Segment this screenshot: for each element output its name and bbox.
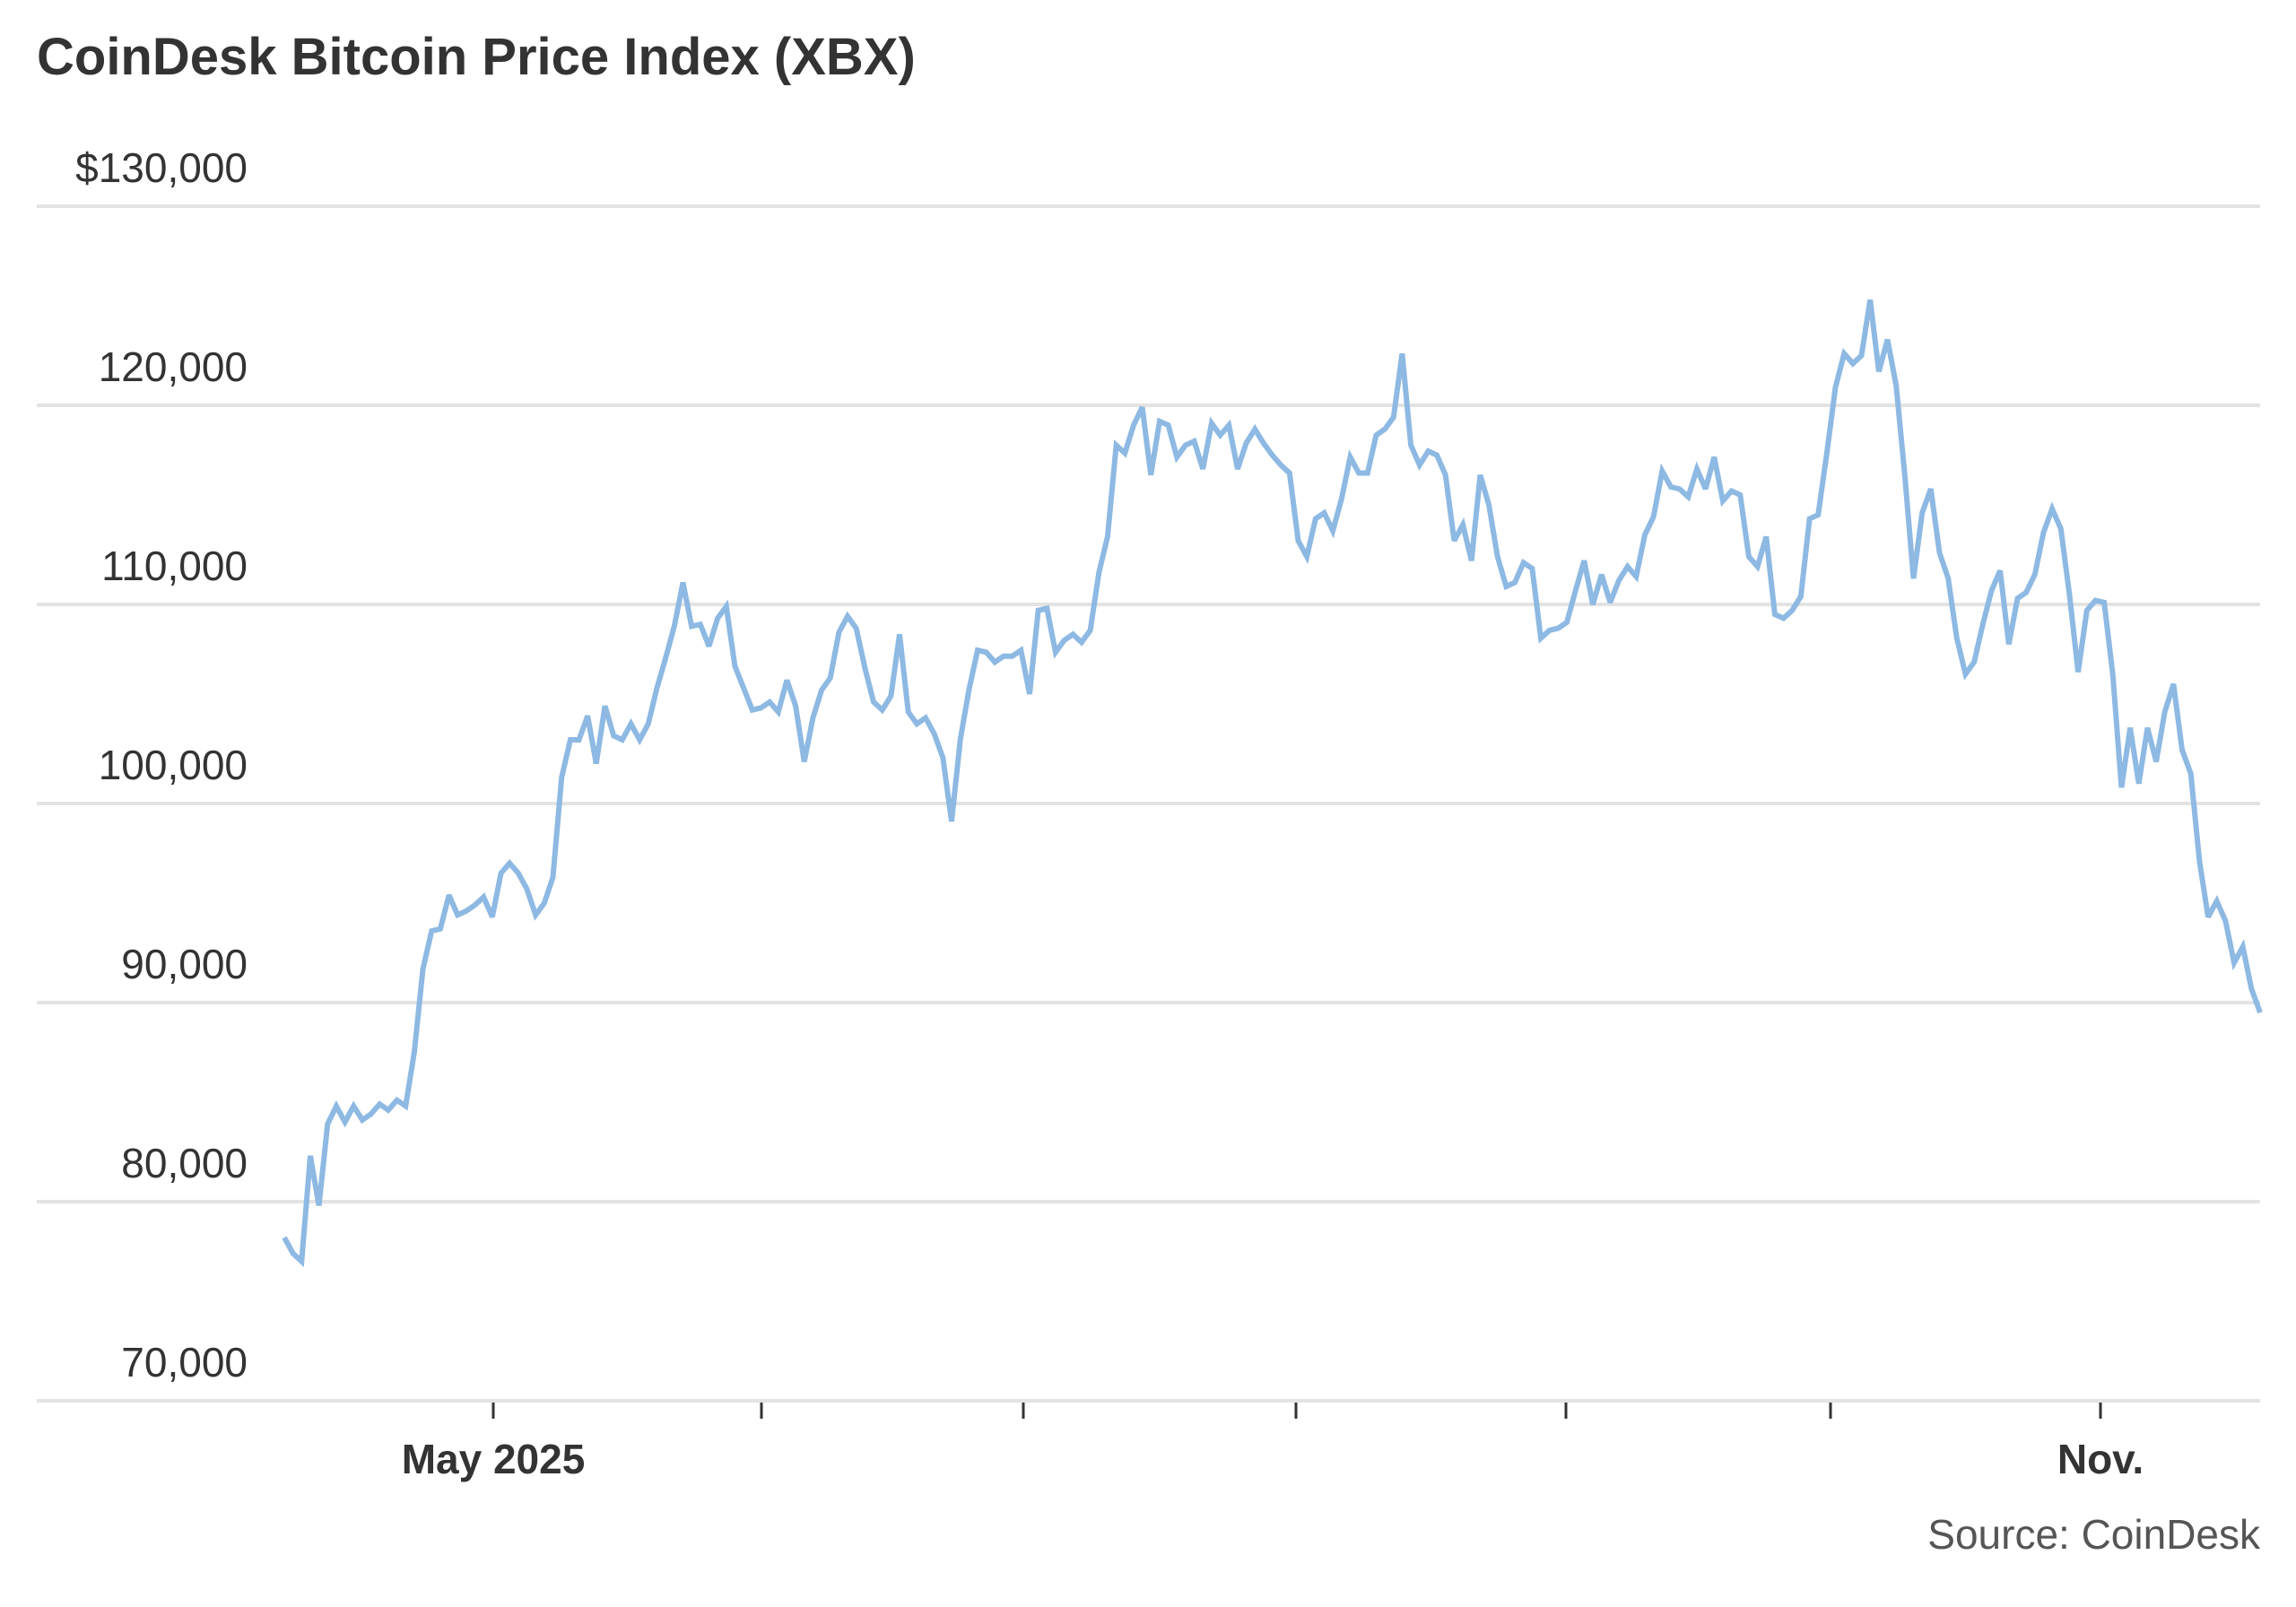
y-tick-label-90000: 90,000 — [121, 941, 248, 987]
chart-title: CoinDesk Bitcoin Price Index (XBX) — [37, 28, 916, 86]
y-tick-label-80000: 80,000 — [121, 1140, 248, 1186]
y-tick-label-130000: $130,000 — [75, 144, 248, 191]
x-axis-ticks — [491, 1403, 2102, 1419]
gridlines — [37, 204, 2260, 1403]
y-tick-label-70000: 70,000 — [121, 1339, 248, 1385]
x-tick-label-may-2025: May 2025 — [401, 1436, 586, 1482]
y-tick-label-120000: 120,000 — [98, 343, 248, 390]
price-line-series — [282, 299, 2263, 1267]
y-tick-label-110000: 110,000 — [101, 543, 248, 589]
x-tick-label-nov: Nov. — [2057, 1436, 2144, 1482]
source-note: Source: CoinDesk — [1927, 1511, 2260, 1558]
y-tick-label-100000: 100,000 — [98, 742, 248, 788]
